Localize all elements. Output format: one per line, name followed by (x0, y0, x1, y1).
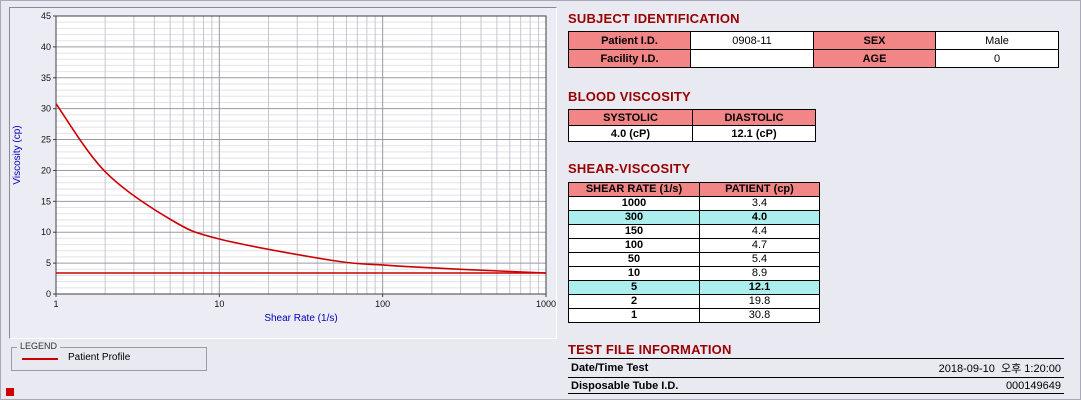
shear-row: 5 12.1 (568, 280, 820, 295)
shear-row: 50 5.4 (568, 252, 820, 267)
shear-value-cell: 30.8 (699, 308, 820, 323)
sex-label: SEX (813, 31, 936, 50)
svg-text:100: 100 (375, 299, 390, 309)
legend-series-label: Patient Profile (68, 352, 131, 363)
date-time-test-value: 2018-09-10 오후 1:20:00 (808, 358, 1064, 378)
test-file-information-title: TEST FILE INFORMATION (568, 342, 732, 357)
shear-value-cell: 4.4 (699, 224, 820, 239)
shear-value-cell: 12.1 (699, 280, 820, 295)
svg-text:1: 1 (53, 299, 58, 309)
viscosity-chart-panel: 0 5 10 15 20 25 30 35 40 45 1 10 100 1000 Shear Rate (… (9, 7, 557, 339)
table-row: Date/Time Test 2018-09-10 오후 1:20:00 (568, 358, 1064, 378)
facility-id-value (690, 49, 814, 68)
diastolic-header: DIASTOLIC (692, 109, 816, 126)
shear-rate-cell: 10 (568, 266, 700, 281)
shear-value-cell: 4.0 (699, 210, 820, 225)
viscosity-chart: 0 5 10 15 20 25 30 35 40 45 1 10 100 1000 Shear Rate (… (12, 11, 556, 324)
svg-text:25: 25 (41, 135, 51, 145)
shear-row: 150 4.4 (568, 224, 820, 239)
svg-text:30: 30 (41, 104, 51, 114)
table-row: 4.0 (cP) 12.1 (cP) (568, 125, 816, 142)
blood-viscosity-table: SYSTOLIC DIASTOLIC 4.0 (cP) 12.1 (cP) (568, 109, 816, 142)
svg-text:15: 15 (41, 196, 51, 206)
systolic-value: 4.0 (cP) (568, 125, 693, 142)
shear-value-cell: 3.4 (699, 196, 820, 211)
shear-rate-cell: 2 (568, 294, 700, 309)
blood-viscosity-title: BLOOD VISCOSITY (568, 89, 691, 104)
svg-text:0: 0 (46, 289, 51, 299)
shear-row: 1 30.8 (568, 308, 820, 323)
shear-row: 2 19.8 (568, 294, 820, 309)
shear-row: 10 8.9 (568, 266, 820, 281)
svg-text:1000: 1000 (536, 299, 556, 309)
svg-text:40: 40 (41, 42, 51, 52)
systolic-header: SYSTOLIC (568, 109, 693, 126)
shear-value-cell: 8.9 (699, 266, 820, 281)
table-row: SYSTOLIC DIASTOLIC (568, 109, 816, 126)
age-value: 0 (935, 49, 1059, 68)
svg-text:35: 35 (41, 73, 51, 83)
table-row: Patient I.D. 0908-11 SEX Male (568, 31, 1059, 50)
table-row: Facility I.D. AGE 0 (568, 49, 1059, 68)
shear-rate-cell: 150 (568, 224, 700, 239)
shear-value-cell: 5.4 (699, 252, 820, 267)
shear-rate-cell: 300 (568, 210, 700, 225)
test-file-table: Date/Time Test 2018-09-10 오후 1:20:00 Dis… (568, 358, 1064, 394)
sex-value: Male (935, 31, 1059, 50)
svg-text:10: 10 (41, 227, 51, 237)
shear-rate-cell: 50 (568, 252, 700, 267)
shear-header-row: SHEAR RATE (1/s) PATIENT (cp) (568, 182, 820, 197)
shear-viscosity-table: SHEAR RATE (1/s) PATIENT (cp) 1000 3.4 3… (568, 182, 820, 323)
shear-rate-header: SHEAR RATE (1/s) (568, 182, 700, 197)
shear-rate-cell: 1 (568, 308, 700, 323)
shear-row: 1000 3.4 (568, 196, 820, 211)
patient-id-value: 0908-11 (690, 31, 814, 50)
legend-group-label: LEGEND (17, 341, 61, 352)
shear-value-cell: 4.7 (699, 238, 820, 253)
date-time-test-label: Date/Time Test (568, 358, 808, 378)
svg-text:20: 20 (41, 165, 51, 175)
shear-viscosity-title: SHEAR-VISCOSITY (568, 161, 691, 176)
patient-id-label: Patient I.D. (568, 31, 691, 50)
corner-marker-icon (6, 388, 14, 396)
age-label: AGE (813, 49, 936, 68)
subject-table: Patient I.D. 0908-11 SEX Male Facility I… (568, 31, 1059, 68)
diastolic-value: 12.1 (cP) (692, 125, 816, 142)
patient-cp-header: PATIENT (cp) (699, 182, 820, 197)
svg-text:Shear Rate (1/s): Shear Rate (1/s) (264, 313, 337, 324)
svg-text:Viscosity (cp): Viscosity (cp) (12, 125, 23, 184)
disposable-tube-id-label: Disposable Tube I.D. (568, 377, 808, 394)
shear-rate-cell: 100 (568, 238, 700, 253)
shear-row: 300 4.0 (568, 210, 820, 225)
svg-text:45: 45 (41, 11, 51, 21)
disposable-tube-id-value: 000149649 (808, 377, 1064, 394)
shear-value-cell: 19.8 (699, 294, 820, 309)
svg-text:10: 10 (214, 299, 224, 309)
facility-id-label: Facility I.D. (568, 49, 691, 68)
legend-box: LEGEND Patient Profile (11, 341, 207, 371)
subject-identification-title: SUBJECT IDENTIFICATION (568, 11, 740, 26)
patient-profile-line-icon (22, 358, 58, 360)
shear-rate-cell: 1000 (568, 196, 700, 211)
table-row: Disposable Tube I.D. 000149649 (568, 377, 1064, 394)
shear-rate-cell: 5 (568, 280, 700, 295)
svg-text:5: 5 (46, 258, 51, 268)
shear-row: 100 4.7 (568, 238, 820, 253)
